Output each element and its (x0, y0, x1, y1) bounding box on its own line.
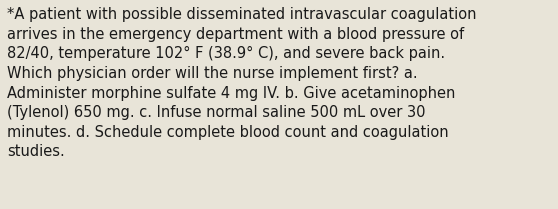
Text: *A patient with possible disseminated intravascular coagulation
arrives in the e: *A patient with possible disseminated in… (7, 7, 477, 159)
